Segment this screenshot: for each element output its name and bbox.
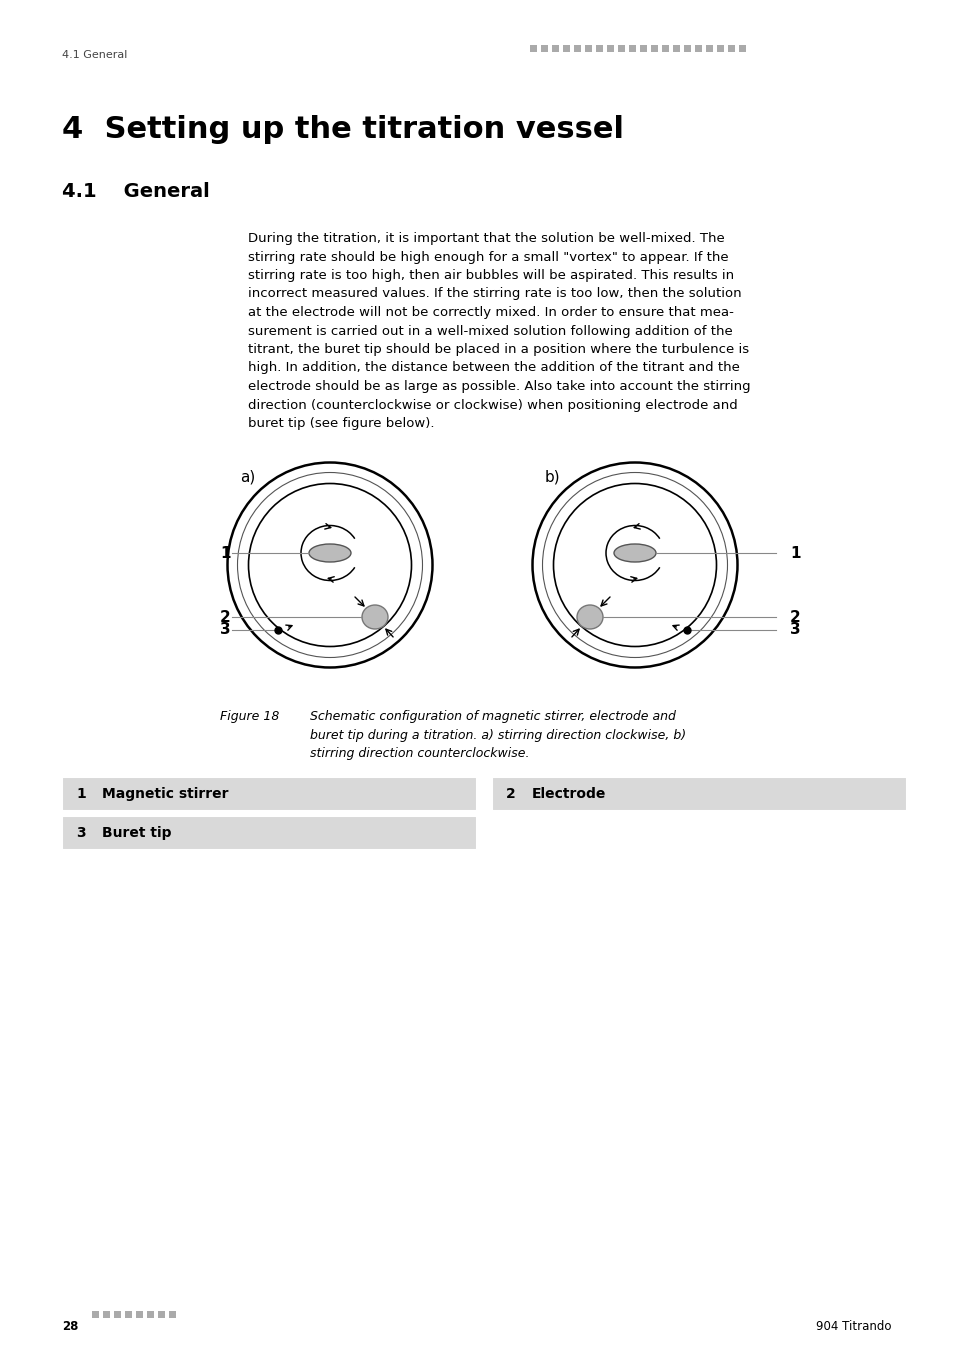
Text: During the titration, it is important that the solution be well-mixed. The: During the titration, it is important th…: [248, 232, 724, 244]
Bar: [91, 1311, 99, 1318]
Text: Buret tip: Buret tip: [102, 826, 172, 840]
Text: Schematic configuration of magnetic stirrer, electrode and
buret tip during a ti: Schematic configuration of magnetic stir…: [310, 710, 685, 760]
Bar: [717, 45, 723, 53]
Ellipse shape: [309, 544, 351, 562]
Text: b): b): [544, 470, 560, 485]
Text: 4.1    General: 4.1 General: [62, 182, 210, 201]
Text: 4.1 General: 4.1 General: [62, 50, 128, 59]
Bar: [169, 1311, 175, 1318]
Ellipse shape: [614, 544, 656, 562]
Text: incorrect measured values. If the stirring rate is too low, then the solution: incorrect measured values. If the stirri…: [248, 288, 740, 301]
Text: buret tip (see figure below).: buret tip (see figure below).: [248, 417, 434, 431]
Text: Electrode: Electrode: [532, 787, 606, 801]
Bar: [540, 45, 547, 53]
Text: surement is carried out in a well-mixed solution following addition of the: surement is carried out in a well-mixed …: [248, 324, 732, 338]
Text: 2: 2: [220, 609, 231, 625]
Bar: [562, 45, 569, 53]
Ellipse shape: [577, 605, 602, 629]
Bar: [705, 45, 712, 53]
Bar: [739, 45, 745, 53]
Text: direction (counterclockwise or clockwise) when positioning electrode and: direction (counterclockwise or clockwise…: [248, 398, 737, 412]
Text: at the electrode will not be correctly mixed. In order to ensure that mea-: at the electrode will not be correctly m…: [248, 306, 733, 319]
Bar: [136, 1311, 143, 1318]
Bar: [618, 45, 624, 53]
Bar: [62, 815, 476, 850]
Text: a): a): [240, 470, 255, 485]
Text: 3: 3: [220, 622, 231, 637]
Bar: [103, 1311, 110, 1318]
Text: titrant, the buret tip should be placed in a position where the turbulence is: titrant, the buret tip should be placed …: [248, 343, 748, 356]
Bar: [596, 45, 602, 53]
Ellipse shape: [361, 605, 388, 629]
Bar: [661, 45, 668, 53]
Text: 1: 1: [76, 787, 86, 801]
Text: stirring rate should be high enough for a small "vortex" to appear. If the: stirring rate should be high enough for …: [248, 251, 728, 263]
Text: stirring rate is too high, then air bubbles will be aspirated. This results in: stirring rate is too high, then air bubb…: [248, 269, 734, 282]
Bar: [492, 778, 906, 811]
Bar: [125, 1311, 132, 1318]
Text: 3: 3: [789, 622, 800, 637]
Bar: [628, 45, 636, 53]
Bar: [113, 1311, 121, 1318]
Text: Magnetic stirrer: Magnetic stirrer: [102, 787, 229, 801]
Bar: [650, 45, 658, 53]
Bar: [695, 45, 701, 53]
Bar: [158, 1311, 165, 1318]
Bar: [683, 45, 690, 53]
Text: 4  Setting up the titration vessel: 4 Setting up the titration vessel: [62, 115, 623, 144]
Text: 2: 2: [789, 609, 800, 625]
Bar: [530, 45, 537, 53]
Text: 2: 2: [505, 787, 516, 801]
Bar: [584, 45, 592, 53]
Text: 1: 1: [789, 545, 800, 560]
Text: electrode should be as large as possible. Also take into account the stirring: electrode should be as large as possible…: [248, 379, 750, 393]
Text: 28: 28: [62, 1320, 78, 1332]
Text: 904 Titrando: 904 Titrando: [816, 1320, 891, 1332]
Bar: [606, 45, 614, 53]
Bar: [672, 45, 679, 53]
Bar: [147, 1311, 153, 1318]
Text: 1: 1: [220, 545, 231, 560]
Bar: [574, 45, 580, 53]
Bar: [62, 778, 476, 811]
Bar: [727, 45, 734, 53]
Text: Figure 18: Figure 18: [220, 710, 279, 724]
Bar: [639, 45, 646, 53]
Text: 3: 3: [76, 826, 86, 840]
Text: high. In addition, the distance between the addition of the titrant and the: high. In addition, the distance between …: [248, 362, 740, 374]
Bar: [552, 45, 558, 53]
